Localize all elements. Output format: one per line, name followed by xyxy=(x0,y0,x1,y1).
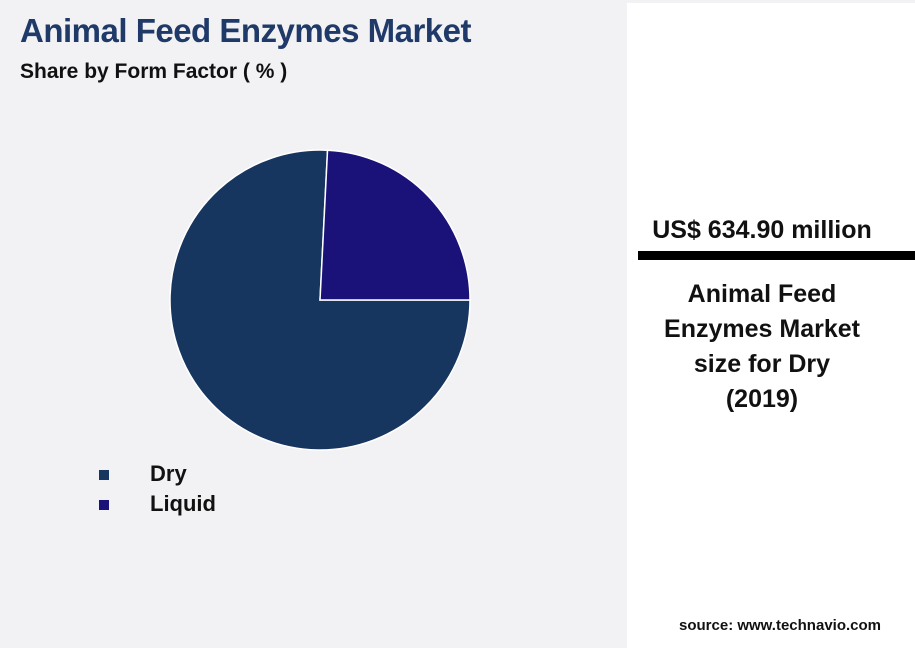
legend-label: Dry xyxy=(150,461,187,486)
chart-title: Animal Feed Enzymes Market xyxy=(20,12,472,49)
divider xyxy=(638,251,915,260)
chart-subtitle: Share by Form Factor ( % ) xyxy=(20,60,288,83)
callout-value: US$ 634.90 million xyxy=(652,216,872,244)
chart: Dry Liquid xyxy=(99,149,471,516)
legend-marker xyxy=(99,470,109,480)
callout-panel: US$ 634.90 million Animal Feed Enzymes M… xyxy=(627,3,915,648)
legend-label: Liquid xyxy=(150,491,216,516)
callout-label: Animal Feed Enzymes Market size for Dry … xyxy=(664,280,860,413)
source: source: www.technavio.com xyxy=(679,617,881,634)
pie-slice xyxy=(319,149,471,301)
legend-marker xyxy=(99,500,109,510)
